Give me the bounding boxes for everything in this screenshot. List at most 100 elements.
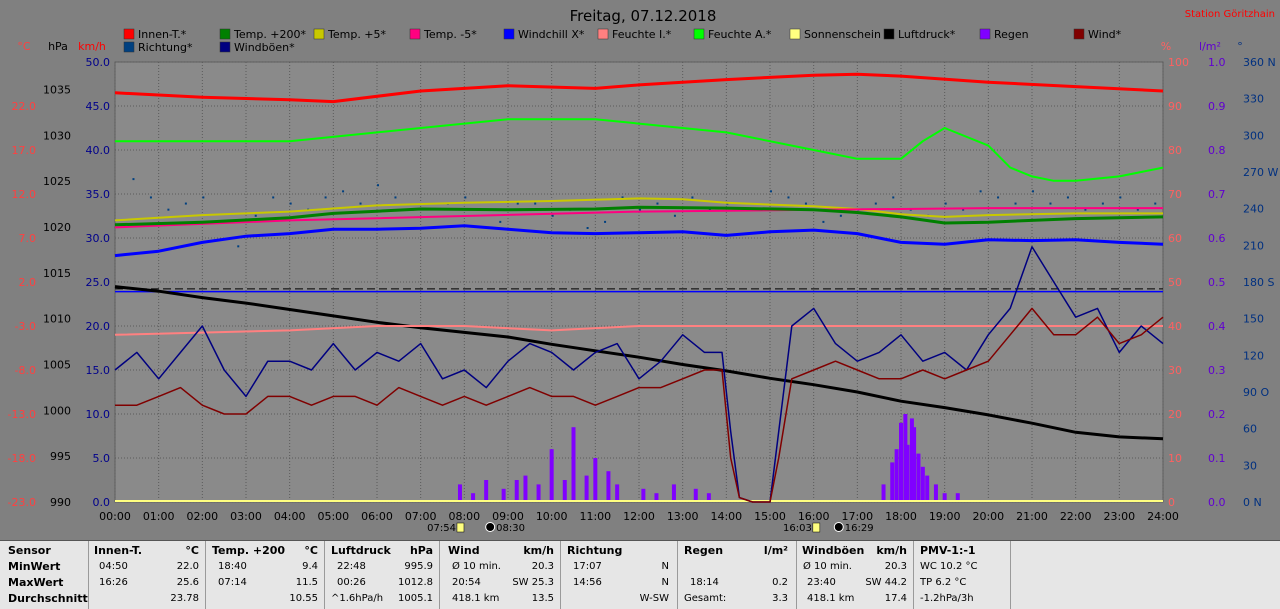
rain-bar	[916, 453, 921, 502]
stats-temp200-min-val: 9.4	[302, 561, 318, 572]
axis-unit-label: %	[1161, 40, 1171, 53]
stats-richtung-max-time: 14:56	[573, 577, 602, 588]
stats-druck-max-time: 00:26	[337, 577, 366, 588]
stats-wind-avg: 13.5	[531, 593, 554, 604]
legend-label: Luftdruck*	[898, 28, 956, 41]
legend-label: Temp. -5*	[423, 28, 477, 41]
legend-label: Sonnenschein	[804, 28, 881, 41]
rain-bar	[925, 475, 930, 502]
direction-point	[1032, 190, 1034, 193]
axis-tick-label: -23.0	[8, 496, 36, 509]
rain-bar	[484, 480, 489, 502]
stats-boeen-max-val: SW 44.2	[865, 577, 907, 588]
sun-marker	[456, 522, 465, 533]
axis-tick-label: 2.0	[19, 276, 37, 289]
time-tick-label: 21:00	[1016, 510, 1048, 523]
axis-tick-label: 60	[1243, 423, 1257, 436]
axis-tick-label: 45.0	[86, 100, 111, 113]
axis-tick-label: 1000	[43, 404, 71, 417]
axis-tick-label: 0.4	[1208, 320, 1226, 333]
stats-wind-title: Wind	[448, 544, 480, 557]
stats-richtung-avg: W-SW	[639, 593, 669, 604]
direction-point	[708, 208, 711, 211]
axis-tick-label: 30	[1243, 459, 1257, 472]
direction-point	[359, 202, 362, 205]
time-tick-label: 00:00	[99, 510, 131, 523]
stats-innen-min-time: 04:50	[99, 561, 128, 572]
direction-point	[979, 190, 982, 193]
stats-innen-title: Innen-T.	[94, 544, 143, 557]
stats-boeen-max-time: 23:40	[807, 577, 836, 588]
rain-bar	[571, 427, 576, 502]
series-line-feuchte-a-	[115, 118, 1164, 182]
axis-tick-label: 7.0	[19, 232, 37, 245]
direction-point	[394, 196, 397, 199]
axis-tick-label: 990	[50, 496, 71, 509]
rain-bar	[903, 414, 908, 502]
series-lines	[114, 72, 1164, 503]
stats-wind: Wind km/h Ø 10 min. 20.3 20:54 SW 25.3 4…	[440, 541, 561, 609]
time-tick-label: 22:00	[1060, 510, 1092, 523]
axis-tick-label: 0.3	[1208, 364, 1226, 377]
rain-bar	[514, 480, 519, 502]
stats-temp200-avg: 10.55	[289, 593, 318, 604]
axis-tick-label: 40.0	[86, 144, 111, 157]
direction-point	[202, 196, 205, 199]
statistics-table: Sensor MinWert MaxWert Durchschnitt Inne…	[0, 540, 1280, 609]
rain-bar	[593, 458, 598, 502]
stats-regen-max-val: 0.2	[772, 577, 788, 588]
series-line-luftdruck-	[114, 285, 1164, 441]
axis-tick-label: 22.0	[12, 100, 37, 113]
axis-unit-label: °	[1237, 40, 1243, 53]
stats-boeen-unit: km/h	[876, 544, 907, 557]
stats-regen-total-label: Gesamt:	[684, 593, 727, 604]
direction-point	[289, 202, 292, 205]
time-tick-label: 20:00	[972, 510, 1004, 523]
rain-bar	[641, 488, 646, 502]
axis-tick-label: 0	[1168, 496, 1175, 509]
axis-unit-label: km/h	[78, 40, 106, 53]
stats-regen-total: 3.3	[772, 593, 788, 604]
rain-bar	[933, 484, 938, 502]
stats-richtung-max-val: N	[661, 577, 669, 588]
station-name: Station Göritzhain	[1185, 9, 1275, 20]
stats-druck-unit: hPa	[409, 544, 433, 557]
moon-time: 08:30	[496, 523, 525, 534]
stats-regen-title: Regen	[684, 544, 724, 557]
stats-temp200: Temp. +200 °C 18:40 9.4 07:14 11.5 10.55	[206, 541, 325, 609]
legend-label: Innen-T.*	[138, 28, 187, 41]
stats-pmv-dewpoint: TP 6.2 °C	[920, 577, 967, 588]
time-tick-label: 02:00	[186, 510, 218, 523]
axis-tick-label: 30	[1168, 364, 1182, 377]
rain-bar	[894, 449, 899, 502]
time-tick-label: 04:00	[274, 510, 306, 523]
direction-point	[944, 202, 947, 205]
stats-richtung-min-val: N	[661, 561, 669, 572]
axis-tick-label: 50	[1168, 276, 1182, 289]
rain-bar	[942, 493, 947, 502]
direction-point	[1084, 208, 1087, 211]
axis-tick-label: -18.0	[8, 452, 36, 465]
direction-point	[621, 196, 624, 199]
reference-lines	[115, 288, 1163, 502]
time-tick-label: 10:00	[536, 510, 568, 523]
rain-bar	[890, 462, 895, 502]
legend-swatch	[693, 28, 705, 40]
axis-tick-label: 0.0	[1208, 496, 1226, 509]
stats-boeen-title: Windböen	[802, 544, 865, 557]
stats-druck-avg: 1005.1	[398, 593, 433, 604]
axis-tick-label: 0.6	[1208, 232, 1226, 245]
direction-point	[962, 208, 965, 211]
axis-tick-label: 0.1	[1208, 452, 1226, 465]
time-tick-label: 15:00	[754, 510, 786, 523]
rain-bar	[706, 493, 711, 502]
moon-marker	[485, 522, 496, 532]
time-tick-label: 01:00	[143, 510, 175, 523]
legend-swatch	[883, 28, 895, 40]
series-line-wind-	[115, 307, 1164, 503]
axis-tick-label: 80	[1168, 144, 1182, 157]
direction-point	[1066, 196, 1069, 199]
chart-title: Freitag, 07.12.2018	[570, 7, 717, 25]
stats-temp200-max-time: 07:14	[218, 577, 247, 588]
stats-pmv-trend: -1.2hPa/3h	[920, 593, 974, 604]
